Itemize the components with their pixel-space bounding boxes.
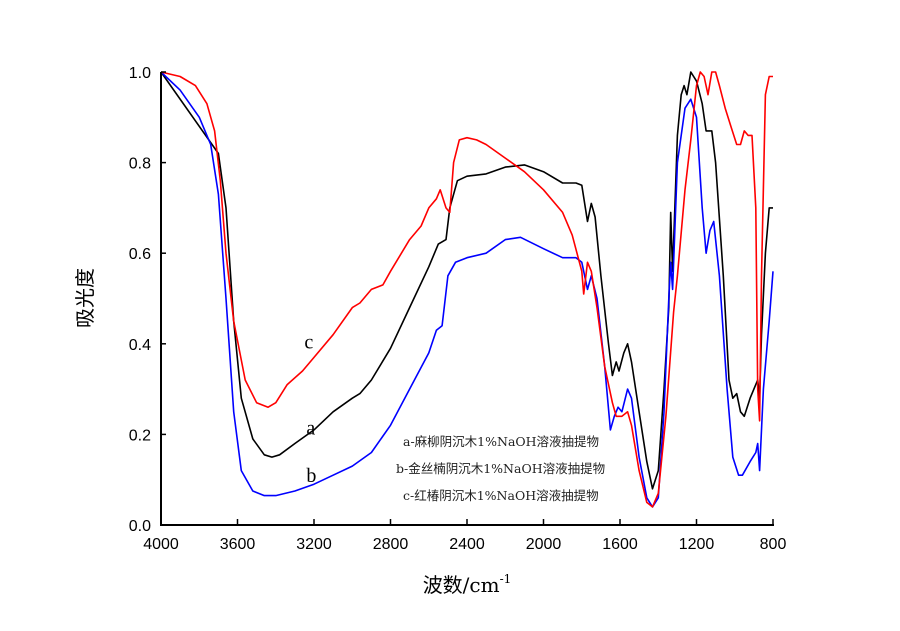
x-tick-label: 2400 [449,536,485,553]
legend-entry-c: c-红椿阴沉木1%NaOH溶液抽提物 [403,488,599,503]
x-tick-label: 3600 [220,536,256,553]
x-tick-label: 1200 [679,536,715,553]
x-axis-title-text: 波数/cm [423,573,500,597]
x-tick-label: 800 [760,536,787,553]
axes-group [160,72,774,526]
x-tick-label: 1600 [602,536,638,553]
legend-entry-b: b-金丝楠阴沉木1%NaOH溶液抽提物 [396,461,605,476]
y-ticks-group: 0.0 0.2 0.4 0.6 0.8 1.0 [129,65,166,535]
y-tick-label: 0.4 [129,337,151,354]
x-tick-label: 4000 [143,536,179,553]
x-ticks-group: 4000 3600 3200 2800 2400 2000 1600 1200 800 [143,519,786,553]
y-tick-label: 0.8 [129,156,151,173]
curve-labels-group: a b c [304,331,316,487]
legend-entry-a: a-麻柳阴沉木1%NaOH溶液抽提物 [403,434,599,449]
y-axis-title: 吸光度 [73,268,97,328]
x-tick-label: 3200 [296,536,332,553]
curves-group [160,71,774,508]
x-tick-label: 2800 [373,536,409,553]
series-line-a [160,71,773,490]
curve-label-b: b [306,465,316,487]
y-tick-label: 0.0 [129,518,151,535]
x-tick-label: 2000 [526,536,562,553]
y-tick-label: 1.0 [129,65,151,82]
x-axis-title-superscript: -1 [500,572,512,586]
y-tick-label: 0.2 [129,427,151,444]
curve-label-a: a [306,417,315,439]
curve-label-c: c [304,331,313,353]
x-axis-title: 波数/cm-1 [423,572,512,597]
y-tick-label: 0.6 [129,246,151,263]
series-line-c [160,71,773,508]
legend: a-麻柳阴沉木1%NaOH溶液抽提物 b-金丝楠阴沉木1%NaOH溶液抽提物 c… [396,434,605,503]
